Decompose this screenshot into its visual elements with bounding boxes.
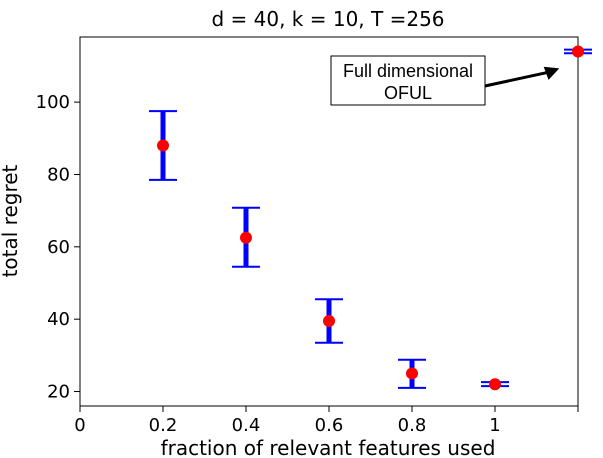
annotation-line-1: Full dimensional [343,61,473,81]
x-axis-label: fraction of relevant features used [161,436,496,458]
y-tick-label: 100 [36,92,70,113]
data-point [157,139,169,152]
y-tick-label: 40 [47,309,70,330]
y-tick-label: 20 [47,382,70,403]
marker-group [157,45,584,391]
annotation-arrow-head [543,66,560,80]
y-tick-label: 60 [47,237,70,258]
x-tick-label: 1 [489,415,500,436]
data-point [406,367,418,380]
y-tick-label: 80 [47,164,70,185]
plot-area [79,36,579,407]
chart-title: d = 40, k = 10, T =256 [211,7,444,31]
data-point [323,314,335,327]
data-point [489,378,501,391]
annotation-box [330,55,486,106]
data-point [240,231,252,244]
y-axis-label: total regret [0,164,22,277]
x-tick-label: 0 [74,415,85,436]
y-axis: 20 40 60 80 100 [36,92,80,403]
x-axis: 0 0.2 0.4 0.6 0.8 1 [74,406,579,436]
x-tick-label: 0.2 [149,415,178,436]
annotation: Full dimensional OFUL [330,55,560,106]
x-tick-label: 0.6 [315,415,344,436]
x-tick-label: 0.4 [232,415,261,436]
x-tick-label: 0.8 [398,415,427,436]
annotation-line-2: OFUL [384,83,432,103]
annotation-arrow-line [484,70,551,88]
data-point [572,45,584,58]
